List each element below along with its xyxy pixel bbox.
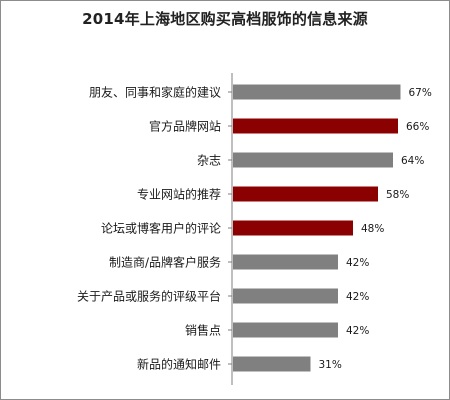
value-label: 42% [346, 325, 369, 337]
value-label: 42% [346, 257, 369, 269]
category-label: 论坛或博客用户的评论 [101, 221, 221, 236]
bar [233, 152, 393, 168]
value-label: 64% [401, 155, 424, 167]
bar [233, 118, 398, 134]
bar [233, 186, 378, 202]
value-label: 48% [361, 223, 384, 235]
category-label: 关于产品或服务的评级平台 [77, 289, 221, 304]
category-label: 新品的通知邮件 [137, 357, 221, 372]
value-label: 31% [319, 359, 342, 371]
chart-title: 2014年上海地区购买高档服饰的信息来源 [82, 10, 368, 28]
category-label: 杂志 [197, 154, 221, 168]
value-label: 66% [406, 121, 429, 133]
value-label: 58% [386, 189, 409, 201]
bar [233, 254, 338, 270]
category-label: 朋友、同事和家庭的建议 [89, 85, 221, 100]
bar [233, 356, 311, 372]
bar [233, 322, 338, 338]
category-label: 官方品牌网站 [149, 119, 221, 134]
value-label: 67% [409, 87, 432, 99]
category-label: 制造商/品牌客户服务 [109, 255, 221, 270]
category-label: 销售点 [185, 323, 221, 338]
bar [233, 288, 338, 304]
value-label: 42% [346, 291, 369, 303]
bar [233, 84, 401, 100]
category-label: 专业网站的推荐 [137, 187, 221, 202]
bar [233, 220, 353, 236]
